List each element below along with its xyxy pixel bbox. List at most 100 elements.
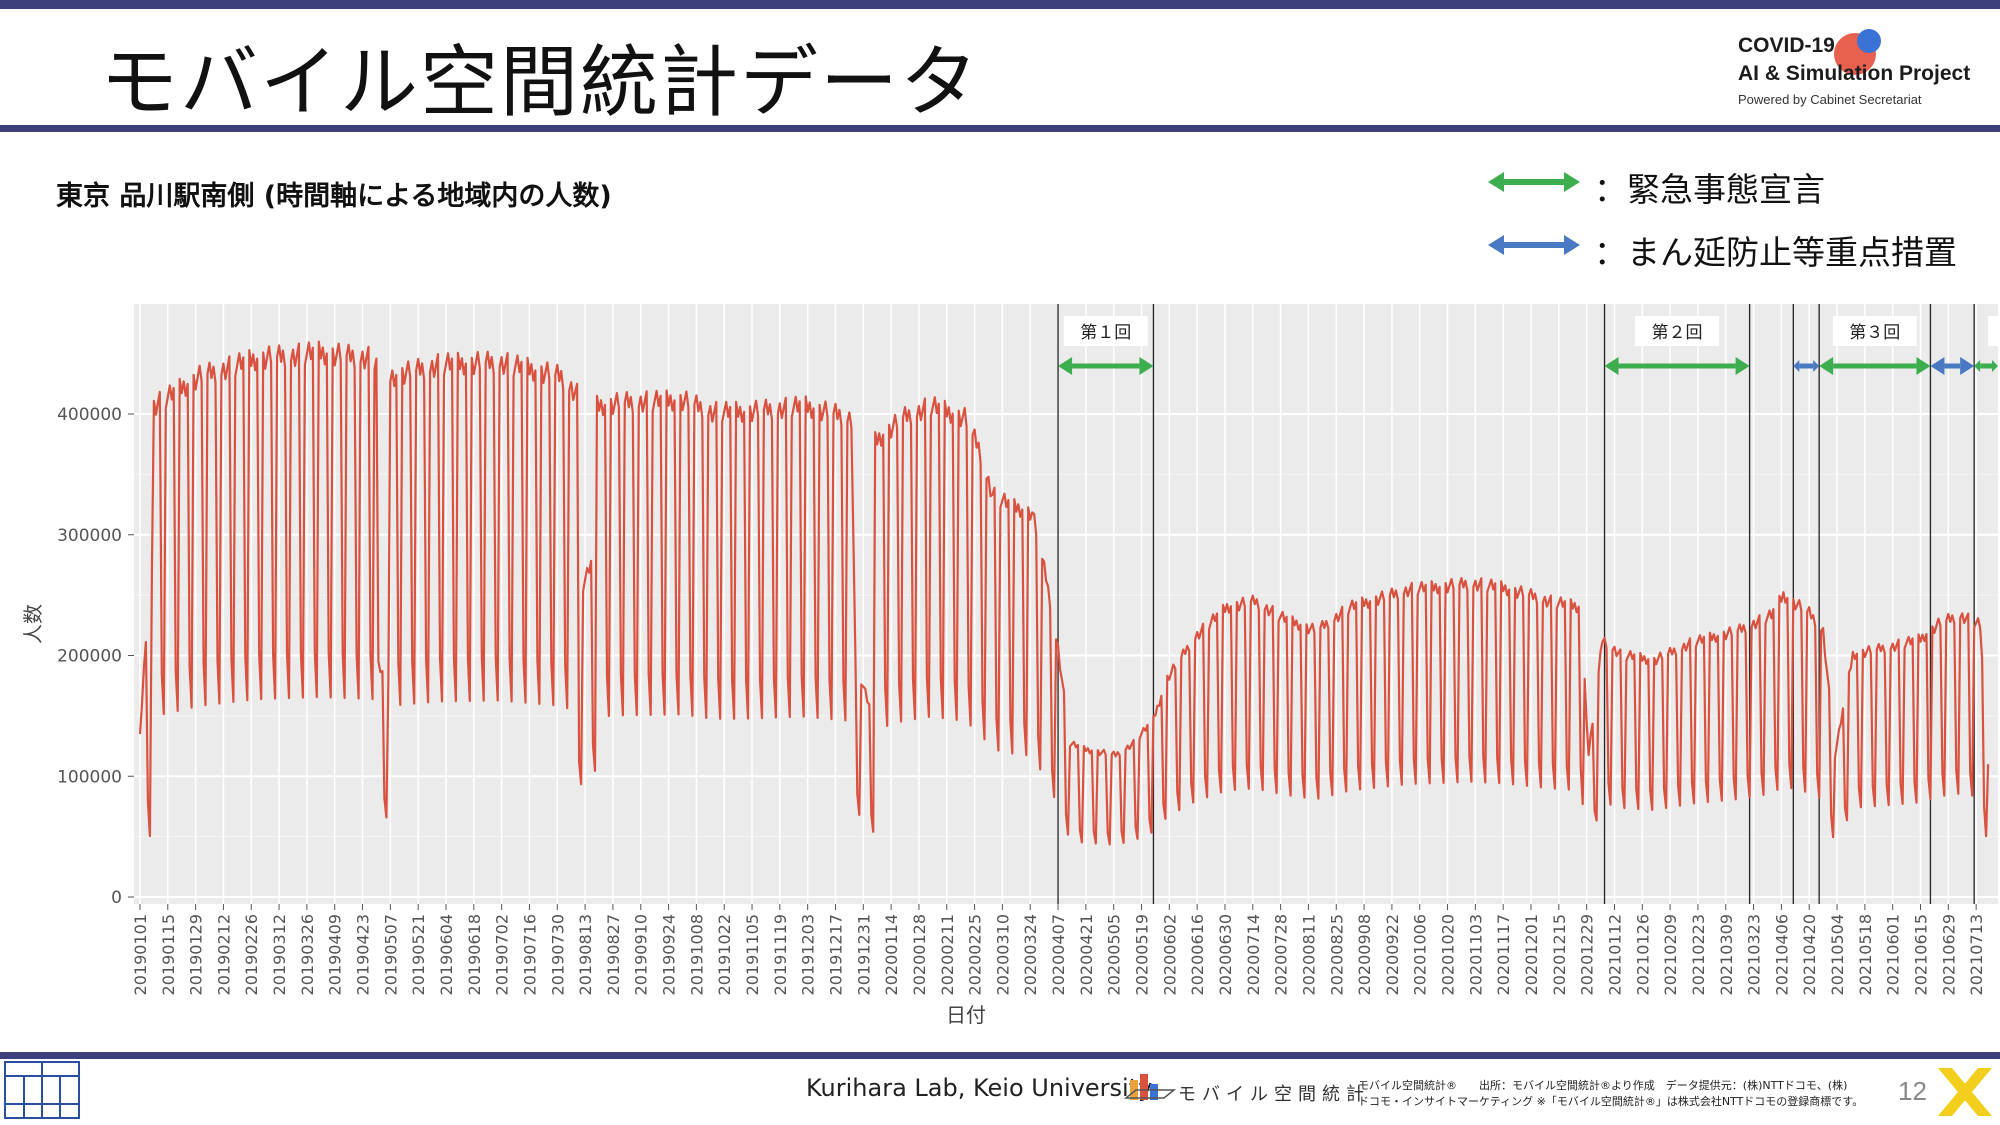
x-tick-label: 20210209 (1661, 914, 1680, 995)
x-tick-label: 20190101 (131, 914, 150, 995)
x-tick-label: 20190226 (242, 914, 261, 995)
top-header-bar (0, 0, 2000, 9)
x-tick-label: 20210615 (1911, 914, 1930, 995)
footer-brand: モバイル空間統計 (1178, 1084, 1370, 1105)
header-divider-bar (0, 125, 2000, 132)
x-tick-label: 20200908 (1355, 914, 1374, 995)
x-tick-label: 20200519 (1133, 914, 1152, 995)
x-tick-label: 20210406 (1772, 914, 1791, 995)
x-tick-label: 20190716 (520, 914, 539, 995)
x-tick-label: 20200922 (1383, 914, 1402, 995)
logo-line3: Powered by Cabinet Secretariat (1738, 92, 1922, 107)
x-tick-label: 20210223 (1689, 914, 1708, 995)
x-tick-label: 20200128 (910, 914, 929, 995)
x-tick-label: 20210420 (1800, 914, 1819, 995)
period-arrow-5 (1930, 357, 1975, 375)
x-tick-label: 20190521 (409, 914, 428, 995)
period-arrow-3 (1793, 360, 1820, 372)
y-axis-title: 人数 (21, 604, 45, 644)
project-logo: COVID-19 AI & Simulation Project Powered… (1738, 28, 1978, 118)
x-tick-label: 20190212 (214, 914, 233, 995)
x-axis-title: 日付 (946, 1003, 986, 1027)
period-label-box (1832, 316, 1917, 346)
period-label-box (1988, 316, 2000, 346)
x-tick-label: 20190423 (354, 914, 373, 995)
period-arrow-head-left (1604, 357, 1619, 375)
legend-emergency-label: ：緊急事態宣言 (1594, 170, 1825, 209)
period-arrow-head-left (1974, 360, 1981, 372)
period-arrow-head-right (1813, 360, 1820, 372)
x-tick-label: 20201006 (1411, 914, 1430, 995)
x-tick-label: 20201229 (1578, 914, 1597, 995)
x-tick-label: 20190115 (159, 914, 178, 995)
project-x-logo-icon (1938, 1068, 1992, 1116)
period-arrow-6 (1974, 360, 1998, 372)
period-label-box (1063, 316, 1148, 346)
x-tick-label: 20190813 (576, 914, 595, 995)
x-tick-label: 20210112 (1605, 914, 1624, 995)
x-tick-label: 20200310 (993, 914, 1012, 995)
x-tick-label: 20191203 (799, 914, 818, 995)
period-arrow-head-left (1930, 357, 1945, 375)
period-arrow-2 (1604, 357, 1750, 375)
chart-subtitle: 東京 品川駅南側 (時間軸による地域内の人数) (56, 181, 612, 212)
x-tick-label: 20191008 (687, 914, 706, 995)
mobile-stats-logo-icon (1124, 1074, 1176, 1100)
x-tick-label: 20200225 (966, 914, 985, 995)
x-tick-label: 20191119 (771, 914, 790, 995)
legend-priority-label: ：まん延防止等重点措置 (1594, 233, 1957, 272)
x-tick-label: 20200421 (1077, 914, 1096, 995)
x-tick-label: 20190604 (437, 914, 456, 995)
x-tick-label: 20190827 (604, 914, 623, 995)
x-tick-label: 20190312 (270, 914, 289, 995)
footer-source-line2: ドコモ・インサイトマーケティング ※「モバイル空間統計®」は株式会社NTTドコモ… (1358, 1095, 1864, 1108)
period-arrow-head-right (1735, 357, 1750, 375)
x-tick-label: 20201103 (1466, 914, 1485, 995)
period-arrow-1 (1058, 357, 1154, 375)
x-tick-label: 20200630 (1216, 914, 1235, 995)
x-tick-label: 20210629 (1939, 914, 1958, 995)
y-tick-label: 400000 (57, 405, 122, 425)
x-tick-label: 20210713 (1967, 914, 1986, 995)
logo-line1: COVID-19 (1738, 34, 1835, 57)
x-tick-label: 20200616 (1188, 914, 1207, 995)
x-tick-label: 20191217 (826, 914, 845, 995)
x-tick-label: 20190730 (548, 914, 567, 995)
x-tick-label: 20191231 (854, 914, 873, 995)
line-chart: 0 100000 200000 300000 400000 20190101 2019011… (21, 304, 2000, 1027)
period-arrow-4 (1819, 357, 1931, 375)
x-tick-label: 20200505 (1105, 914, 1124, 995)
period-arrow-head-right (1960, 357, 1975, 375)
period-label: 第３回 (1849, 323, 1900, 343)
x-tick-label: 20200714 (1244, 914, 1263, 995)
x-tick-label: 20200602 (1160, 914, 1179, 995)
legend-priority-arrow-icon (1488, 235, 1580, 255)
x-tick-label: 20201020 (1439, 914, 1458, 995)
lab-logo-icon (4, 1061, 80, 1119)
footer-bar (0, 1052, 2000, 1059)
x-tick-label: 20191022 (715, 914, 734, 995)
x-tick-label: 20191105 (743, 914, 762, 995)
period-arrow-head-right (1139, 357, 1154, 375)
y-tick-label: 100000 (57, 767, 122, 787)
period-label: 第１回 (1080, 323, 1131, 343)
legend-emergency-arrow-icon (1488, 172, 1580, 192)
period-arrow-head-right (1916, 357, 1931, 375)
logo-line2: AI & Simulation Project (1738, 62, 1971, 85)
period-arrow-head-left (1819, 357, 1834, 375)
x-tick-label: 20210323 (1745, 914, 1764, 995)
x-tick-label: 20190910 (632, 914, 651, 995)
x-tick-label: 20200114 (882, 914, 901, 995)
x-tick-label: 20200211 (938, 914, 957, 995)
x-tick-label: 20190129 (187, 914, 206, 995)
series-line (138, 340, 1990, 846)
x-tick-label: 20200324 (1021, 914, 1040, 995)
period-arrow-head-left (1793, 360, 1800, 372)
x-tick-label: 20200825 (1327, 914, 1346, 995)
x-tick-label: 20190507 (381, 914, 400, 995)
y-tick-label: 0 (111, 888, 122, 908)
slide-title: モバイル空間統計データ (100, 38, 981, 128)
x-tick-label: 20201201 (1522, 914, 1541, 995)
footer-source-line1: モバイル空間統計® 出所：モバイル空間統計®より作成 データ提供元：(株)NTT… (1358, 1079, 1848, 1092)
x-tick-label: 20210518 (1856, 914, 1875, 995)
